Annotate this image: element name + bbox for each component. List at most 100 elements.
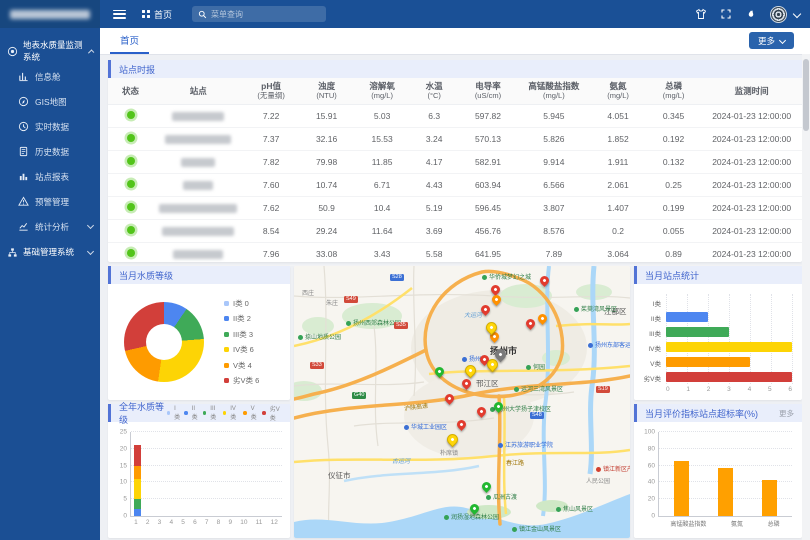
map-label: S33 xyxy=(310,362,324,369)
column-header: 状态 xyxy=(108,78,153,105)
sidebar-group-base-management-system[interactable]: 基础管理系统 xyxy=(0,239,100,265)
more-button[interactable]: 更多 xyxy=(749,32,794,49)
sidebar-toggle-icon[interactable] xyxy=(113,10,126,19)
sidebar-item-realtime-data[interactable]: 实时数据 xyxy=(0,114,100,139)
sidebar-group-surface-water-system[interactable]: 地表水质量监测系统 xyxy=(0,38,100,64)
status-cell xyxy=(108,151,153,174)
column-header: 监测时间 xyxy=(701,78,802,105)
sidebar-item-alert-management[interactable]: 预警管理 xyxy=(0,189,100,214)
search-input[interactable]: 菜单查询 xyxy=(192,6,326,22)
table-row: 7.3732.1615.533.24570.135.8261.8520.1922… xyxy=(108,128,802,151)
status-ok-icon xyxy=(127,157,135,165)
station-name-cell xyxy=(153,128,243,151)
value-cell: 5.826 xyxy=(517,128,590,151)
sidebar-item-station-report[interactable]: 站点报表 xyxy=(0,164,100,189)
station-table-head: 状态站点pH值(无量纲)浊度(NTU)溶解氧(mg/L)水温(°C)电导率(uS… xyxy=(108,78,802,105)
column-header: 氨氮(mg/L) xyxy=(590,78,646,105)
value-cell: 29.24 xyxy=(299,220,355,243)
station-table: 状态站点pH值(无量纲)浊度(NTU)溶解氧(mg/L)水温(°C)电导率(uS… xyxy=(108,78,802,266)
value-cell: 0.345 xyxy=(646,105,702,128)
station-name-cell xyxy=(153,174,243,197)
hbar xyxy=(666,342,792,352)
hbar-row: I类 xyxy=(666,297,792,307)
map-pin[interactable] xyxy=(443,392,456,405)
column-header: 高锰酸盐指数(mg/L) xyxy=(517,78,590,105)
map-pin[interactable] xyxy=(524,317,537,330)
map-pin[interactable] xyxy=(460,377,473,390)
station-name-cell xyxy=(153,243,243,266)
sidebar: 地表水质量监测系统信息舱GIS地图实时数据历史数据站点报表预警管理统计分析基础管… xyxy=(0,0,100,540)
station-name-redacted xyxy=(181,158,215,167)
value-cell: 641.95 xyxy=(458,243,517,266)
report-icon xyxy=(18,171,29,182)
value-cell: 8.576 xyxy=(517,220,590,243)
page: 地表水质量监测系统信息舱GIS地图实时数据历史数据站点报表预警管理统计分析基础管… xyxy=(0,0,810,540)
map-label: 润扬湿地森林公园 xyxy=(444,512,499,521)
map-pin[interactable] xyxy=(536,312,549,325)
chevron-down-icon xyxy=(87,247,94,254)
map-pin[interactable] xyxy=(490,293,503,306)
fullscreen-icon[interactable] xyxy=(720,8,732,20)
value-cell: 6.566 xyxy=(517,174,590,197)
clock-icon xyxy=(18,121,29,132)
alert-icon xyxy=(18,196,29,207)
station-name-cell xyxy=(153,151,243,174)
dashboard-icon xyxy=(18,71,29,82)
exceed-rate-more-link[interactable]: 更多 xyxy=(779,408,794,419)
theme-shirt-icon[interactable] xyxy=(695,8,707,20)
legend-item: IV类 6 xyxy=(224,344,259,355)
panel-title: 站点时报 xyxy=(108,60,802,78)
column-header: 总磷(mg/L) xyxy=(646,78,702,105)
station-name-redacted xyxy=(172,112,224,121)
chevron-down-icon[interactable] xyxy=(793,10,801,18)
map-label: 沪陕高速 xyxy=(404,401,429,413)
map-pin[interactable] xyxy=(455,418,468,431)
sidebar-item-label: 预警管理 xyxy=(35,196,69,208)
station-name-cell xyxy=(153,105,243,128)
status-ok-icon xyxy=(127,134,135,142)
search-placeholder: 菜单查询 xyxy=(211,9,243,20)
value-cell: 570.13 xyxy=(458,128,517,151)
chevron-down-icon xyxy=(779,36,786,43)
map-label: G40 xyxy=(352,392,366,399)
column-header: pH值(无量纲) xyxy=(243,78,299,105)
sidebar-item-info-hub[interactable]: 信息舱 xyxy=(0,64,100,89)
sidebar-item-gis-map[interactable]: GIS地图 xyxy=(0,89,100,114)
status-cell xyxy=(108,105,153,128)
value-cell: 0.199 xyxy=(646,197,702,220)
topnav-home[interactable]: 首页 xyxy=(142,8,172,21)
map-label: 华侨城梦幻之城 xyxy=(482,272,531,281)
station-name-redacted xyxy=(159,204,237,213)
time-cell: 2024-01-23 12:00:00 xyxy=(701,197,802,220)
value-cell: 3.24 xyxy=(410,128,459,151)
map[interactable]: 扬州市仪征市江都区邗江区西庄朱庄朴席镇人民公园扬州西郊森林公园捺山地质公园茱萸湾… xyxy=(294,266,630,538)
scrollbar-thumb[interactable] xyxy=(803,59,809,131)
value-cell: 7.89 xyxy=(517,243,590,266)
avatar[interactable] xyxy=(770,6,787,23)
map-pin[interactable] xyxy=(480,480,493,493)
sidebar-item-statistics-analysis[interactable]: 统计分析 xyxy=(0,214,100,239)
legend-item: 劣V类 6 xyxy=(224,375,259,386)
topbar: 首页 菜单查询 xyxy=(100,0,810,28)
hbar xyxy=(666,312,708,322)
map-pin[interactable] xyxy=(538,274,551,287)
time-cell: 2024-01-23 12:00:00 xyxy=(701,105,802,128)
status-cell xyxy=(108,243,153,266)
sidebar-item-history-data[interactable]: 历史数据 xyxy=(0,139,100,164)
donut-legend: I类 0II类 2III类 3IV类 6V类 4劣V类 6 xyxy=(224,298,259,387)
column-header: 水温(°C) xyxy=(410,78,459,105)
flame-icon[interactable] xyxy=(745,8,757,20)
value-cell: 50.9 xyxy=(299,197,355,220)
table-row: 7.6250.910.45.19596.453.8071.4070.199202… xyxy=(108,197,802,220)
value-cell: 4.17 xyxy=(410,151,459,174)
value-cell: 0.2 xyxy=(590,220,646,243)
map-pin[interactable] xyxy=(444,432,460,448)
table-row: 7.6010.746.714.43603.946.5662.0610.25202… xyxy=(108,174,802,197)
map-pin[interactable] xyxy=(433,365,446,378)
map-pin[interactable] xyxy=(462,363,478,379)
map-pin[interactable] xyxy=(475,405,488,418)
tab-home[interactable]: 首页 xyxy=(110,28,149,54)
value-cell: 10.4 xyxy=(354,197,410,220)
value-cell: 582.91 xyxy=(458,151,517,174)
time-cell: 2024-01-23 12:00:00 xyxy=(701,243,802,266)
